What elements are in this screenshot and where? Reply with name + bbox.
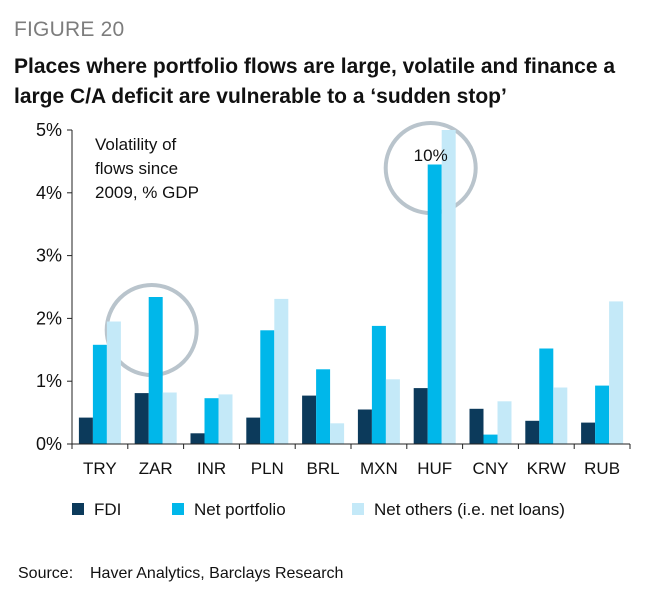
x-tick-label: KRW bbox=[527, 459, 566, 478]
bar-net-others-cny bbox=[497, 401, 512, 444]
bar-net-others-brl bbox=[330, 423, 345, 444]
annotation-line: flows since bbox=[95, 159, 178, 178]
bar-net-portfolio-pln bbox=[260, 330, 275, 444]
x-tick-label: TRY bbox=[83, 459, 117, 478]
x-tick-label: RUB bbox=[584, 459, 620, 478]
bar-net-portfolio-cny bbox=[483, 434, 498, 444]
bar-fdi-huf bbox=[413, 388, 428, 444]
bar-fdi-brl bbox=[302, 395, 317, 444]
x-tick-label: ZAR bbox=[139, 459, 173, 478]
bar-net-portfolio-mxn bbox=[371, 325, 386, 444]
bar-net-portfolio-rub bbox=[595, 385, 610, 444]
bar-fdi-pln bbox=[246, 417, 261, 444]
bar-fdi-mxn bbox=[357, 409, 372, 444]
bar-fdi-cny bbox=[469, 408, 484, 444]
bar-fdi-inr bbox=[190, 433, 205, 444]
source-text: Haver Analytics, Barclays Research bbox=[90, 565, 344, 582]
bar-net-portfolio-try bbox=[92, 344, 107, 444]
bar-net-portfolio-zar bbox=[148, 297, 163, 444]
bar-net-others-mxn bbox=[385, 379, 400, 444]
legend-label-fdi: FDI bbox=[94, 500, 121, 519]
y-axis: 0% 1% 2% 3% 4% 5% bbox=[36, 120, 73, 454]
y-tick-label: 5% bbox=[36, 120, 62, 140]
source-label: Source: bbox=[18, 565, 74, 582]
annotation-line: 2009, % GDP bbox=[95, 183, 199, 202]
bar-net-others-pln bbox=[274, 298, 289, 444]
bar-net-others-huf bbox=[441, 130, 456, 444]
legend-label-net-portfolio: Net portfolio bbox=[194, 500, 286, 519]
bar-net-others-try bbox=[106, 321, 121, 444]
x-tick-label: HUF bbox=[417, 459, 452, 478]
bar-chart: 0% 1% 2% 3% 4% 5% TRY ZAR INR PLN BRL MXN HUF CNY KRW… bbox=[36, 120, 631, 519]
callout-label: 10% bbox=[414, 146, 448, 165]
bar-net-others-inr bbox=[218, 394, 233, 444]
x-tick-label: BRL bbox=[307, 459, 340, 478]
legend-label-net-others: Net others (i.e. net loans) bbox=[374, 500, 565, 519]
bars bbox=[78, 130, 624, 444]
legend: FDI Net portfolio Net others (i.e. net loa… bbox=[72, 500, 565, 519]
x-tick-label: CNY bbox=[473, 459, 509, 478]
bar-net-portfolio-huf bbox=[427, 164, 442, 444]
x-tick-label: INR bbox=[197, 459, 226, 478]
bar-net-portfolio-brl bbox=[316, 369, 331, 444]
bar-fdi-krw bbox=[525, 420, 540, 444]
bar-fdi-rub bbox=[581, 422, 596, 444]
chart-title: Places where portfolio flows are large, … bbox=[14, 55, 616, 108]
legend-swatch-net-others bbox=[352, 503, 364, 515]
y-tick-label: 1% bbox=[36, 371, 62, 391]
y-tick-label: 0% bbox=[36, 434, 62, 454]
bar-fdi-zar bbox=[134, 393, 149, 444]
annotation-line: Volatility of bbox=[95, 135, 177, 154]
bar-net-others-rub bbox=[609, 301, 624, 444]
y-tick-label: 4% bbox=[36, 183, 62, 203]
y-tick-label: 3% bbox=[36, 246, 62, 266]
x-tick-label: MXN bbox=[360, 459, 398, 478]
bar-net-portfolio-krw bbox=[539, 348, 554, 444]
x-tick-label: PLN bbox=[251, 459, 284, 478]
x-axis: TRY ZAR INR PLN BRL MXN HUF CNY KRW RUB bbox=[71, 443, 631, 478]
bar-net-others-zar bbox=[162, 392, 177, 444]
bar-fdi-try bbox=[78, 417, 93, 444]
legend-swatch-net-portfolio bbox=[172, 503, 184, 515]
annotation: Volatility of flows since 2009, % GDP bbox=[95, 135, 199, 202]
bar-net-portfolio-inr bbox=[204, 398, 219, 444]
figure-label: FIGURE 20 bbox=[14, 18, 125, 41]
bar-net-others-krw bbox=[553, 387, 568, 444]
legend-swatch-fdi bbox=[72, 503, 84, 515]
source-note: Source: Haver Analytics, Barclays Researc… bbox=[18, 565, 343, 583]
y-tick-label: 2% bbox=[36, 308, 62, 328]
